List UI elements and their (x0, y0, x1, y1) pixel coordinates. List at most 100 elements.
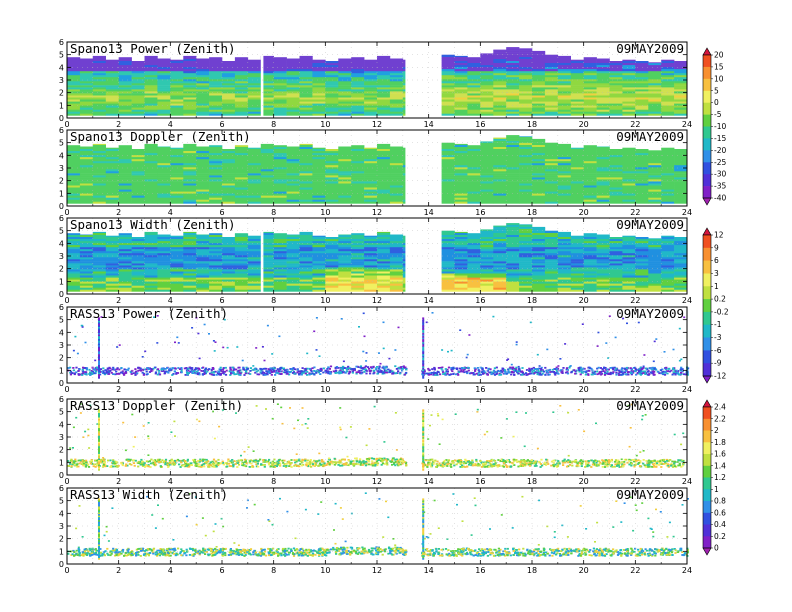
heatmap-cell (338, 255, 352, 258)
heatmap-cell (364, 109, 378, 112)
data-point (69, 371, 72, 374)
heatmap-cell (67, 285, 81, 288)
heatmap-cell (312, 253, 326, 256)
x-tick-label: 12 (372, 208, 382, 217)
heatmap-cell (596, 95, 610, 98)
data-point (456, 372, 459, 375)
heatmap-cell (532, 175, 546, 178)
heatmap-cell (532, 156, 546, 160)
heatmap-cell (118, 197, 132, 200)
heatmap-cell (105, 177, 119, 180)
heatmap-cell (325, 169, 339, 172)
heatmap-cell (247, 64, 261, 68)
heatmap-cell (157, 197, 171, 200)
heatmap-cell (480, 64, 494, 68)
heatmap-cell (325, 193, 339, 196)
heatmap-cell (519, 77, 533, 80)
heatmap-cell (519, 165, 533, 168)
heatmap-cell (480, 195, 494, 198)
heatmap-cell (79, 187, 94, 190)
heatmap-cell (648, 81, 662, 84)
heatmap-cell (196, 156, 210, 160)
heatmap-cell (661, 242, 675, 246)
data-point (584, 373, 587, 376)
heatmap-cell (557, 246, 571, 250)
heatmap-cell (493, 66, 507, 70)
heatmap-cell (441, 263, 455, 266)
heatmap-cell (389, 146, 404, 148)
heatmap-cell (364, 193, 378, 196)
heatmap-cell (519, 58, 533, 61)
data-point (198, 372, 201, 374)
heatmap-cell (544, 167, 559, 170)
heatmap-cell (131, 77, 145, 80)
heatmap-cell (609, 99, 623, 102)
heatmap-cell (557, 201, 571, 204)
heatmap-cell (312, 277, 326, 280)
heatmap-cell (273, 271, 287, 274)
heatmap-cell (622, 158, 636, 162)
heatmap-cell (441, 89, 455, 92)
heatmap-cell (596, 152, 610, 156)
heatmap-cell (557, 72, 571, 76)
heatmap-cell (596, 109, 610, 112)
heatmap-cell (247, 68, 261, 72)
heatmap-cell (544, 154, 559, 158)
heatmap-cell (441, 271, 455, 274)
heatmap-cell (519, 271, 533, 274)
heatmap-cell (635, 103, 649, 106)
heatmap-cell (157, 154, 171, 158)
heatmap-cell (389, 107, 404, 110)
heatmap-cell (92, 191, 106, 194)
heatmap-cell (557, 191, 571, 194)
heatmap-cell (273, 146, 287, 149)
heatmap-cell (209, 240, 223, 244)
heatmap-cell (209, 281, 223, 284)
heatmap-cell (234, 233, 249, 235)
heatmap-cell (170, 201, 184, 204)
data-point (287, 371, 290, 373)
heatmap-cell (506, 156, 520, 160)
heatmap-cell (183, 91, 197, 94)
heatmap-cell (260, 97, 274, 100)
heatmap-cell (118, 177, 132, 180)
heatmap-cell (144, 55, 158, 57)
data-point (122, 372, 125, 375)
heatmap-cell (144, 191, 158, 194)
heatmap-cell (661, 181, 675, 184)
heatmap-cell (480, 107, 494, 110)
heatmap-cell (92, 283, 106, 286)
heatmap-cell (377, 183, 391, 186)
heatmap-cell (661, 175, 675, 178)
heatmap-cell (441, 238, 455, 242)
heatmap-cell (648, 113, 662, 116)
heatmap-cell (79, 177, 94, 180)
heatmap-cell (299, 173, 313, 176)
heatmap-cell (325, 97, 339, 100)
heatmap-cell (557, 109, 571, 112)
heatmap-cell (131, 175, 145, 178)
heatmap-cell (144, 267, 158, 270)
data-point (347, 372, 350, 375)
heatmap-cell (596, 146, 610, 148)
heatmap-cell (622, 97, 636, 100)
heatmap-cell (222, 81, 236, 84)
heatmap-cell (648, 87, 662, 90)
heatmap-cell (286, 146, 300, 149)
heatmap-cell (557, 160, 571, 164)
heatmap-cell (299, 72, 313, 76)
heatmap-cell (247, 101, 261, 104)
heatmap-cell (648, 242, 662, 246)
heatmap-cell (273, 70, 287, 74)
heatmap-cell (105, 150, 119, 154)
heatmap-cell (67, 109, 81, 112)
heatmap-cell (454, 273, 468, 276)
heatmap-cell (480, 257, 494, 260)
heatmap-cell (118, 145, 132, 147)
heatmap-cell (441, 269, 455, 272)
heatmap-cell (196, 248, 210, 252)
heatmap-cell (467, 257, 481, 260)
data-point (67, 367, 70, 369)
heatmap-cell (661, 99, 675, 102)
heatmap-cell (247, 185, 261, 188)
